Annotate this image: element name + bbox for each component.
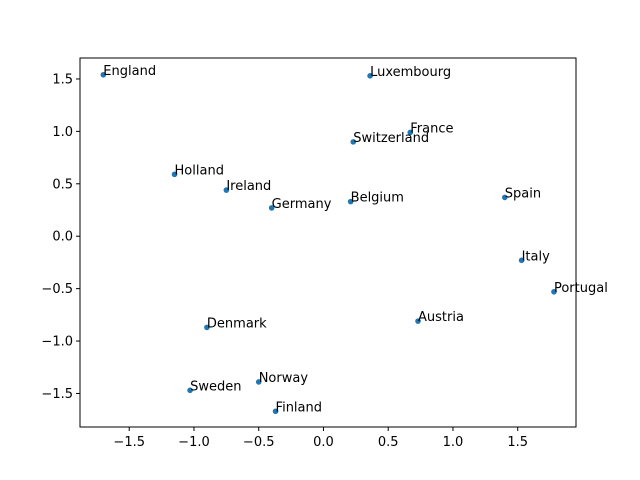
data-point [415, 318, 421, 324]
data-point [100, 71, 107, 78]
point-label: Holland [175, 163, 224, 178]
axes-frame [79, 57, 577, 428]
point-label: Sweden [190, 379, 241, 394]
x-tick-label: 1.5 [507, 435, 528, 450]
point-label: France [410, 121, 453, 136]
data-point [223, 187, 230, 193]
y-tick-label: 0.0 [52, 230, 73, 245]
data-point [501, 194, 508, 201]
x-tick-label: −0.5 [243, 435, 275, 450]
point-label: Austria [418, 310, 464, 325]
point-label: England [103, 64, 156, 79]
x-tick-label: −1.5 [113, 435, 145, 450]
x-tick-label: −1.0 [178, 435, 210, 450]
point-label: Finland [276, 400, 322, 415]
point-label: Spain [505, 186, 541, 201]
point-label: Norway [259, 371, 309, 386]
y-tick-label: 1.5 [52, 72, 73, 87]
point-label: Ireland [226, 179, 271, 194]
data-point [255, 379, 262, 385]
data-point [367, 73, 373, 79]
point-label: Denmark [207, 316, 267, 331]
y-tick-label: −1.0 [41, 335, 73, 350]
data-point [350, 139, 357, 145]
data-point [268, 205, 275, 211]
data-point [407, 129, 414, 136]
point-label: Luxembourg [370, 65, 451, 80]
y-tick-label: −1.5 [41, 387, 73, 402]
x-tick-label: 0.5 [378, 435, 399, 450]
data-point [204, 324, 210, 331]
x-tick-label: 0.0 [313, 435, 334, 450]
x-tick-label: 1.0 [443, 435, 464, 450]
data-point [187, 387, 193, 394]
y-tick-label: −0.5 [41, 282, 73, 297]
y-tick-label: 1.0 [52, 125, 73, 140]
data-point [347, 198, 354, 205]
point-label: Italy [522, 249, 551, 264]
point-label: Germany [272, 197, 332, 212]
data-point [518, 257, 525, 264]
point-label: Belgium [351, 191, 404, 206]
data-point [551, 288, 557, 295]
point-label: Portugal [554, 281, 608, 296]
data-point [272, 408, 279, 415]
y-tick-label: 0.5 [52, 177, 73, 192]
data-point [171, 171, 178, 178]
axes: −1.5 −1.0 −0.5 0.0 0.5 1.0 1.5 −1.5 −1.0 −0.5 0.0 0… [41, 57, 577, 450]
point-label: Switzerland [353, 131, 429, 146]
